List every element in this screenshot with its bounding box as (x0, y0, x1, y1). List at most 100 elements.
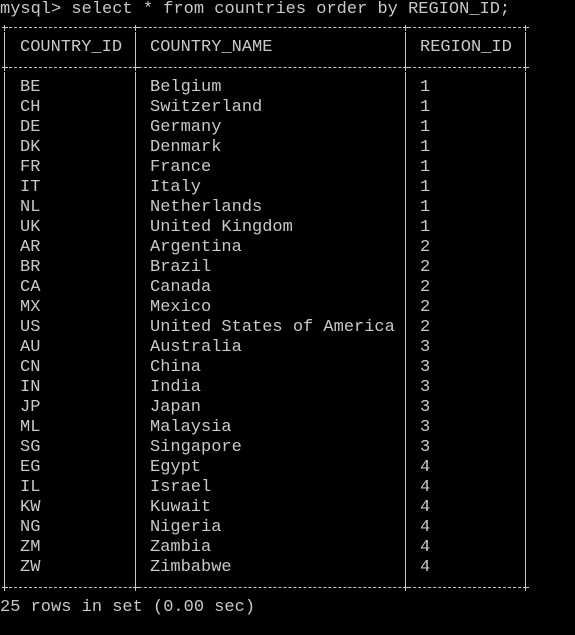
table-border-top (4, 27, 526, 28)
cell-country-name: Singapore (150, 438, 242, 457)
header-country-name: COUNTRY_NAME (150, 38, 273, 57)
cell-region-id: 1 (420, 198, 431, 217)
column-separator (4, 32, 5, 65)
table-border-bottom (4, 587, 526, 588)
cell-country-id: FR (20, 158, 41, 177)
cell-region-id: 1 (420, 178, 431, 197)
cell-country-name: Japan (150, 398, 202, 417)
cell-region-id: 4 (420, 518, 431, 537)
cell-region-id: 1 (420, 218, 431, 237)
cell-region-id: 3 (420, 338, 431, 357)
header-country-id: COUNTRY_ID (20, 38, 123, 57)
cell-country-name: Germany (150, 118, 222, 137)
cell-region-id: 4 (420, 558, 431, 577)
cell-region-id: 2 (420, 258, 431, 277)
border-joint (402, 584, 409, 591)
result-summary: 25 rows in set (0.00 sec) (0, 598, 256, 617)
cell-country-name: Italy (150, 178, 202, 197)
cell-country-name: Netherlands (150, 198, 263, 217)
cell-country-id: ZW (20, 558, 41, 577)
cell-country-id: AU (20, 338, 41, 357)
cell-country-id: KW (20, 498, 41, 517)
cell-country-id: IN (20, 378, 41, 397)
cell-region-id: 1 (420, 118, 431, 137)
cell-country-name: China (150, 358, 202, 377)
cell-country-id: CN (20, 358, 41, 377)
cell-country-id: DE (20, 118, 41, 137)
cell-country-name: Malaysia (150, 418, 232, 437)
border-joint (402, 24, 409, 31)
cell-country-id: DK (20, 138, 41, 157)
border-joint (522, 64, 529, 71)
column-separator (4, 72, 5, 585)
cell-country-id: IL (20, 478, 41, 497)
cell-country-name: Zimbabwe (150, 558, 232, 577)
cell-country-id: SG (20, 438, 41, 457)
cell-country-id: NL (20, 198, 41, 217)
cell-country-id: AR (20, 238, 41, 257)
cell-country-id: BE (20, 78, 41, 97)
border-joint (132, 584, 139, 591)
column-separator (135, 72, 136, 585)
border-joint (1, 64, 8, 71)
cell-country-id: ML (20, 418, 41, 437)
cell-country-name: Denmark (150, 138, 222, 157)
column-separator (405, 72, 406, 585)
cell-region-id: 2 (420, 318, 431, 337)
command-text: select * from countries order by REGION_… (71, 0, 511, 19)
cell-country-id: IT (20, 178, 41, 197)
cell-country-name: Argentina (150, 238, 242, 257)
cell-region-id: 4 (420, 478, 431, 497)
cell-region-id: 1 (420, 98, 431, 117)
border-joint (1, 584, 8, 591)
cell-country-id: ZM (20, 538, 41, 557)
cell-country-id: MX (20, 298, 41, 317)
table-border-header (4, 67, 526, 68)
cell-country-name: Israel (150, 478, 212, 497)
cell-country-name: Australia (150, 338, 242, 357)
command-line: mysql> select * from countries order by … (0, 0, 510, 20)
column-separator (525, 72, 526, 585)
cell-region-id: 4 (420, 458, 431, 477)
cell-region-id: 2 (420, 278, 431, 297)
cell-country-name: United Kingdom (150, 218, 293, 237)
cell-region-id: 4 (420, 538, 431, 557)
column-separator (135, 32, 136, 65)
cell-country-name: Brazil (150, 258, 212, 277)
cell-country-id: UK (20, 218, 41, 237)
cell-country-id: NG (20, 518, 41, 537)
cell-region-id: 3 (420, 378, 431, 397)
cell-country-name: Switzerland (150, 98, 263, 117)
column-separator (405, 32, 406, 65)
cell-country-id: US (20, 318, 41, 337)
cell-country-name: France (150, 158, 212, 177)
cell-country-id: JP (20, 398, 41, 417)
cell-region-id: 3 (420, 418, 431, 437)
cell-region-id: 1 (420, 158, 431, 177)
border-joint (132, 64, 139, 71)
cell-country-name: Nigeria (150, 518, 222, 537)
cell-region-id: 3 (420, 358, 431, 377)
cell-region-id: 3 (420, 398, 431, 417)
cell-region-id: 1 (420, 138, 431, 157)
cell-region-id: 2 (420, 238, 431, 257)
header-region-id: REGION_ID (420, 38, 512, 57)
cell-country-id: CA (20, 278, 41, 297)
cell-region-id: 1 (420, 78, 431, 97)
cell-region-id: 2 (420, 298, 431, 317)
cell-country-name: United States of America (150, 318, 395, 337)
cell-country-name: Egypt (150, 458, 202, 477)
border-joint (522, 24, 529, 31)
border-joint (132, 24, 139, 31)
border-joint (522, 584, 529, 591)
cell-country-id: CH (20, 98, 41, 117)
cell-country-name: Zambia (150, 538, 212, 557)
cell-country-name: Belgium (150, 78, 222, 97)
prompt: mysql> (0, 0, 62, 19)
cell-region-id: 3 (420, 438, 431, 457)
cell-country-name: Kuwait (150, 498, 212, 517)
border-joint (402, 64, 409, 71)
cell-country-name: India (150, 378, 202, 397)
column-separator (525, 32, 526, 65)
